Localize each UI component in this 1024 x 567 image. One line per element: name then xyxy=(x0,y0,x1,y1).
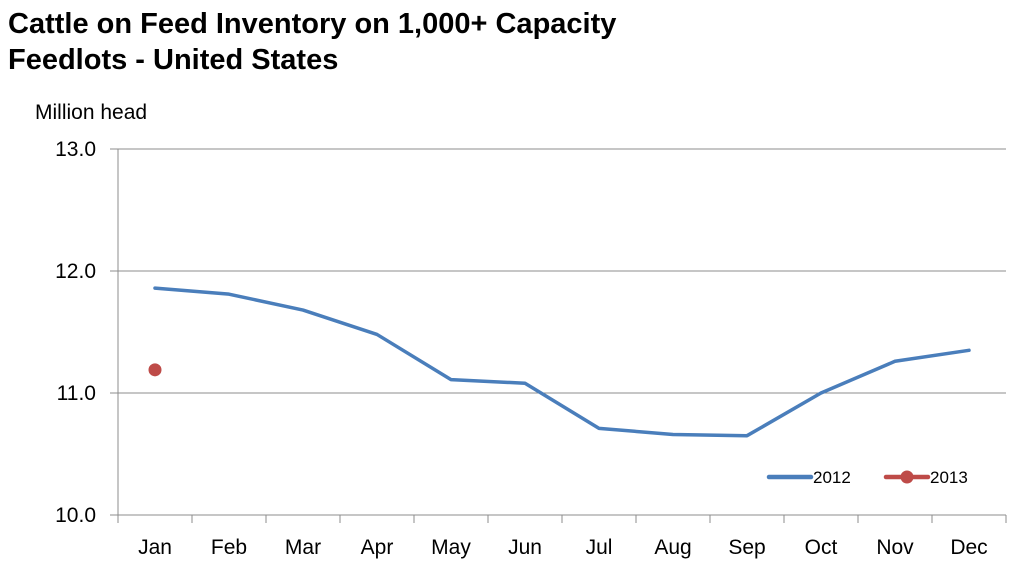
x-tick-label: Dec xyxy=(950,536,987,559)
x-tick-label: Jan xyxy=(138,536,172,559)
y-tick-label: 10.0 xyxy=(55,504,96,527)
x-tick-label: Jun xyxy=(508,536,542,559)
gridlines xyxy=(118,148,1006,394)
x-tick-label: Apr xyxy=(361,536,394,559)
x-tick-label: Jul xyxy=(586,536,613,559)
series-line-2012 xyxy=(153,286,971,438)
x-tick-label: Nov xyxy=(876,536,914,559)
data-point-2013 xyxy=(148,363,162,377)
x-tick-label: Sep xyxy=(728,536,765,559)
y-tick-label: 11.0 xyxy=(57,382,96,405)
chart-title-line-1: Cattle on Feed Inventory on 1,000+ Capac… xyxy=(8,8,617,40)
chart-title: Cattle on Feed Inventory on 1,000+ Capac… xyxy=(8,6,616,78)
legend-marker-2013 xyxy=(900,470,914,484)
y-tick-label: 13.0 xyxy=(55,138,96,161)
x-tick-label: Aug xyxy=(654,536,691,559)
chart-title-line-2: Feedlots - United States xyxy=(8,44,339,76)
legend-label-2013: 2013 xyxy=(930,468,968,487)
y-axis-label: Million head xyxy=(35,101,148,124)
x-tick-label: Oct xyxy=(805,536,838,559)
x-tick-label: Mar xyxy=(285,536,321,559)
x-tick-labels: Jan Feb Mar Apr May Jun Jul Aug Sep Oct Nov Dec xyxy=(138,536,988,559)
series-lines xyxy=(148,286,971,438)
x-tick-label: Feb xyxy=(211,536,247,559)
legend: 2012 2013 xyxy=(766,468,968,487)
y-tick-label: 12.0 xyxy=(55,260,96,283)
x-tick-label: May xyxy=(431,536,471,559)
y-tick-labels: 10.0 11.0 12.0 13.0 xyxy=(55,138,96,527)
axes xyxy=(110,148,1007,523)
legend-label-2012: 2012 xyxy=(813,468,851,487)
